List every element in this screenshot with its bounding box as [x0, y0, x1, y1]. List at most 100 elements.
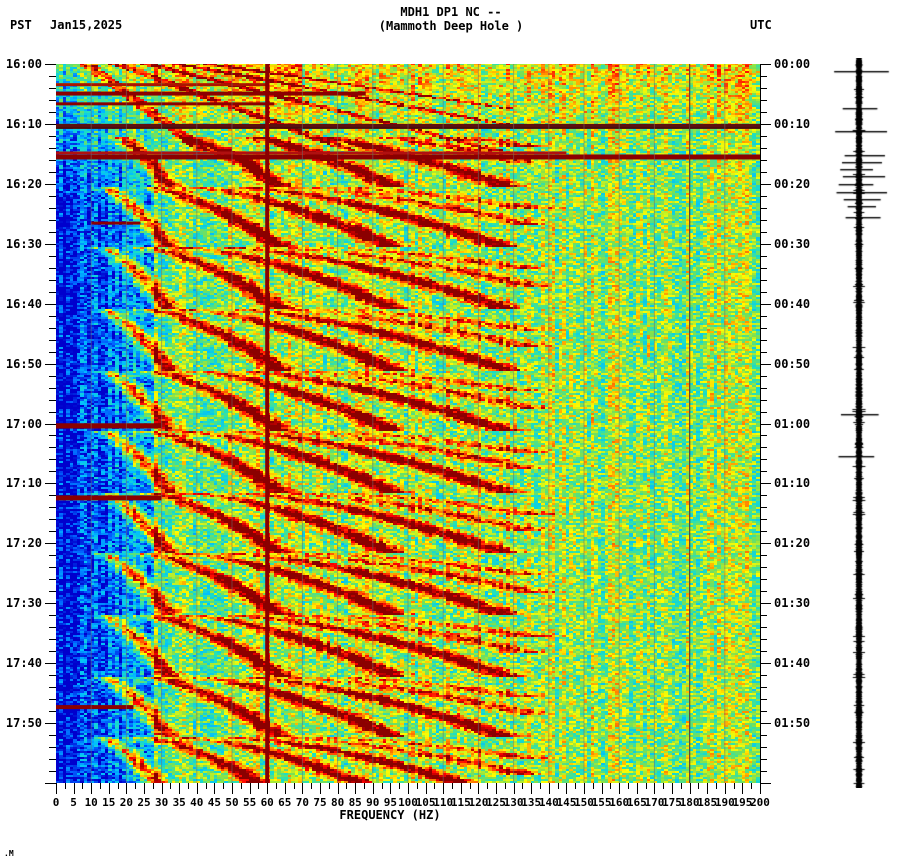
time-tick-minor [49, 471, 56, 473]
time-tick-minor [760, 315, 767, 317]
time-tick-major [760, 64, 771, 65]
seismogram-trace-image[interactable] [820, 58, 902, 788]
time-tick-minor [49, 567, 56, 569]
time-tick-minor [760, 87, 767, 89]
axis-spine [760, 64, 761, 783]
freq-axis-label: 35 [172, 796, 186, 809]
freq-axis-label: 170 [644, 796, 665, 809]
freq-axis-label: 195 [732, 796, 753, 809]
spectrogram-panel[interactable] [56, 64, 760, 783]
freq-axis-label: 20 [119, 796, 134, 809]
time-tick-minor [760, 171, 767, 173]
time-tick-minor [49, 735, 56, 737]
time-tick-minor [49, 447, 56, 449]
time-tick-minor [49, 687, 56, 689]
freq-tick-major [390, 783, 392, 794]
time-tick-minor [760, 207, 767, 209]
time-tick-minor [760, 699, 767, 701]
time-axis-pst: 16:00 16:10 16:20 16:30 16:40 16:50 17:00 17:10… [0, 57, 56, 784]
freq-axis-label: 160 [609, 796, 630, 809]
freq-tick-major [302, 783, 304, 794]
freq-tick-minor [258, 783, 260, 789]
freq-tick-minor [346, 783, 348, 789]
time-tick-major [760, 603, 771, 605]
time-axis-label-utc: 01:00 [774, 416, 811, 431]
freq-tick-major [161, 783, 163, 794]
freq-tick-minor [416, 783, 418, 789]
time-tick-minor [760, 459, 767, 461]
time-tick-minor [49, 219, 56, 221]
freq-tick-minor [82, 783, 84, 789]
time-tick-minor [49, 99, 56, 101]
freq-tick-major [496, 783, 497, 794]
freq-axis-label: 145 [556, 796, 577, 809]
freq-tick-minor [223, 783, 225, 789]
time-tick-minor [760, 135, 767, 137]
seismogram-trace-panel[interactable] [820, 58, 902, 788]
freq-axis-label: 165 [626, 796, 647, 809]
freq-tick-minor [170, 783, 172, 789]
time-tick-major [45, 123, 56, 125]
time-tick-minor [760, 219, 767, 221]
time-tick-minor [49, 159, 56, 161]
freq-axis-label: 30 [154, 796, 169, 809]
time-tick-minor [49, 387, 56, 389]
freq-tick-major [214, 783, 216, 794]
time-tick-minor [760, 675, 767, 677]
time-tick-minor [49, 699, 56, 701]
time-axis-label-pst: 16:20 [5, 176, 42, 191]
freq-axis-label: 15 [102, 796, 116, 809]
time-tick-minor [760, 555, 767, 557]
time-tick-minor [49, 495, 56, 497]
freq-axis-label: 85 [348, 796, 362, 809]
time-axis-label-utc: 00:50 [774, 356, 811, 371]
time-tick-minor [49, 459, 56, 461]
time-tick-major [760, 183, 771, 185]
freq-tick-major [760, 783, 761, 794]
time-axis-label-utc: 01:20 [774, 536, 811, 551]
freq-tick-major [566, 783, 568, 794]
time-tick-minor [760, 591, 767, 593]
time-tick-minor [49, 255, 56, 257]
freq-axis-label: 95 [383, 796, 398, 809]
freq-tick-major [320, 783, 321, 794]
timezone-label-right: UTC [750, 18, 772, 32]
freq-tick-major [601, 783, 603, 794]
page-subtitle: (Mammoth Deep Hole ) [378, 19, 524, 33]
freq-tick-major [355, 783, 357, 794]
freq-axis-label: 90 [366, 796, 380, 809]
time-tick-major [760, 423, 771, 425]
time-axis-label-utc: 01:10 [774, 476, 811, 491]
freq-tick-minor [628, 783, 629, 789]
freq-axis-label: 125 [486, 796, 506, 809]
time-tick-minor [760, 279, 767, 281]
freq-axis-label: 70 [295, 796, 310, 809]
freq-axis-label: 155 [591, 796, 612, 809]
frequency-axis: 0 5 10 15 20 25 30 35 40 45 50 55 60 65 70 75 80 85 90 95 10… [52, 783, 770, 809]
spectrogram-image[interactable] [56, 64, 760, 783]
time-tick-minor [760, 339, 767, 341]
freq-tick-minor [522, 783, 524, 789]
freq-axis-label: 0 [52, 796, 60, 809]
freq-axis-label: 135 [521, 796, 542, 809]
freq-axis-label: 65 [278, 796, 292, 809]
time-tick-minor [760, 399, 767, 401]
freq-tick-major [672, 783, 673, 794]
freq-tick-major [636, 783, 638, 794]
time-tick-minor [760, 435, 767, 437]
time-axis-label-utc: 01:40 [774, 656, 811, 671]
time-axis-label-utc: 01:30 [774, 596, 811, 611]
time-tick-major [760, 783, 771, 784]
time-tick-minor [760, 291, 767, 293]
freq-tick-major [267, 783, 269, 794]
freq-tick-minor [64, 783, 66, 789]
freq-tick-major [232, 783, 233, 794]
freq-tick-major [584, 783, 585, 794]
freq-tick-major [179, 783, 181, 794]
time-tick-major [45, 603, 56, 605]
time-tick-minor [49, 339, 56, 341]
time-tick-major [45, 423, 56, 425]
freq-tick-minor [645, 783, 647, 789]
time-axis-label-pst: 17:10 [5, 476, 42, 491]
time-tick-minor [760, 651, 767, 653]
